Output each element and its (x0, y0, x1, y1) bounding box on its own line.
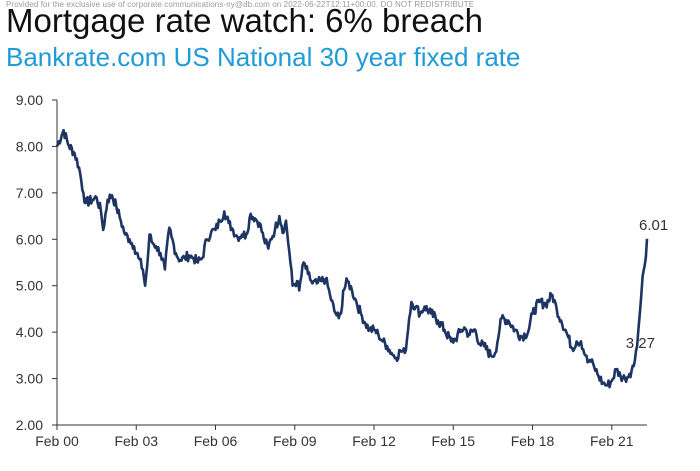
x-tick-label: Feb 21 (590, 433, 634, 449)
series-line-0 (55, 128, 649, 389)
y-tick-label: 7.00 (16, 185, 43, 201)
annotation-label: 6.01 (639, 217, 668, 234)
x-axis: Feb 00 Feb 03 Feb 06 Feb 09 Feb 12 Feb 15 Feb … (35, 424, 647, 449)
y-tick-label: 8.00 (16, 138, 43, 154)
x-tick-label: Feb 18 (511, 433, 555, 449)
y-tick-label: 3.00 (16, 371, 43, 387)
x-tick-label: Feb 09 (273, 433, 317, 449)
annotation-label: 3.27 (626, 335, 655, 352)
y-tick-label: 6.00 (16, 231, 43, 247)
annotations: 6.01 3.27 (626, 217, 668, 352)
y-tick-label: 5.00 (16, 278, 43, 294)
series-lines (55, 128, 649, 389)
chart-subtitle: Bankrate.com US National 30 year fixed r… (6, 42, 521, 72)
y-axis: 2.00 3.00 4.00 5.00 6.00 7.00 8.00 9.00 (16, 92, 58, 433)
y-tick-label: 2.00 (16, 417, 43, 433)
x-tick-label: Feb 03 (114, 433, 158, 449)
y-tick-label: 9.00 (16, 92, 43, 108)
x-tick-label: Feb 00 (35, 433, 79, 449)
chart-title: Mortgage rate watch: 6% breach (6, 2, 483, 39)
x-tick-label: Feb 12 (352, 433, 396, 449)
x-tick-label: Feb 06 (194, 433, 238, 449)
x-tick-label: Feb 15 (431, 433, 475, 449)
y-tick-label: 4.00 (16, 324, 43, 340)
watermark-text: Provided for the exclusive use of corpor… (6, 0, 475, 9)
